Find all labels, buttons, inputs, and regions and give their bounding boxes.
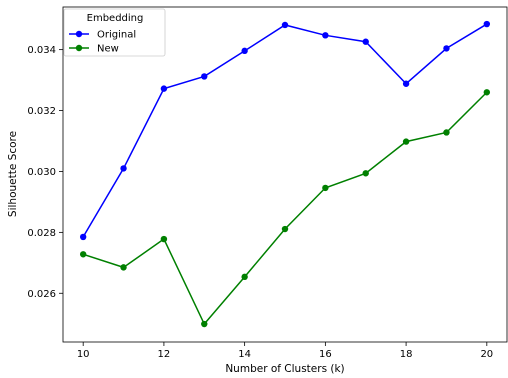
x-tick-label: 16 [319, 349, 332, 360]
legend-marker-new [75, 44, 83, 52]
x-tick-label: 10 [77, 349, 90, 360]
series-layer [79, 20, 491, 328]
legend-entry-new: New [69, 44, 119, 55]
y-tick-label: 0.030 [27, 167, 56, 178]
x-ticks: 10 12 14 16 18 20 [77, 342, 493, 360]
point-new-12 [160, 235, 168, 243]
point-original-19 [443, 45, 450, 52]
series-new [79, 89, 491, 328]
point-original-10 [79, 233, 87, 241]
legend-marker-original [75, 30, 83, 38]
point-new-11 [120, 264, 127, 271]
point-original-14 [241, 47, 248, 55]
point-new-15 [281, 225, 289, 233]
point-new-17 [362, 170, 369, 177]
point-original-18 [402, 80, 410, 87]
point-original-20 [483, 20, 491, 28]
legend-box [63, 8, 166, 57]
point-new-18 [402, 138, 410, 145]
point-new-10 [79, 251, 87, 258]
x-tick-label: 20 [480, 349, 493, 360]
plot-frame [62, 6, 508, 343]
point-original-15 [281, 21, 289, 29]
x-tick-label: 12 [158, 349, 171, 360]
point-original-13 [201, 73, 208, 80]
point-new-16 [322, 184, 329, 192]
point-new-19 [443, 129, 450, 136]
point-original-11 [120, 165, 127, 172]
point-new-20 [483, 89, 491, 96]
x-tick-label: 14 [238, 349, 251, 360]
legend: Embedding Original New [63, 8, 166, 57]
y-tick-label: 0.026 [27, 289, 56, 300]
x-axis-label: Number of Clusters (k) [225, 363, 344, 375]
y-tick-label: 0.032 [27, 106, 56, 117]
legend-label-new: New [97, 44, 119, 55]
series-original [79, 20, 491, 241]
point-original-12 [160, 85, 168, 92]
legend-title: Embedding [87, 13, 144, 24]
legend-entry-original: Original [69, 30, 136, 41]
y-ticks: 0.026 0.028 0.030 0.032 0.034 [27, 45, 63, 300]
point-new-13 [201, 320, 208, 328]
point-new-14 [241, 273, 248, 281]
y-axis-label: Silhouette Score [7, 131, 19, 217]
y-tick-label: 0.028 [27, 228, 56, 239]
y-tick-label: 0.034 [27, 45, 56, 56]
point-original-16 [322, 32, 329, 39]
legend-label-original: Original [97, 30, 136, 41]
x-tick-label: 18 [400, 349, 413, 360]
point-original-17 [362, 38, 369, 45]
